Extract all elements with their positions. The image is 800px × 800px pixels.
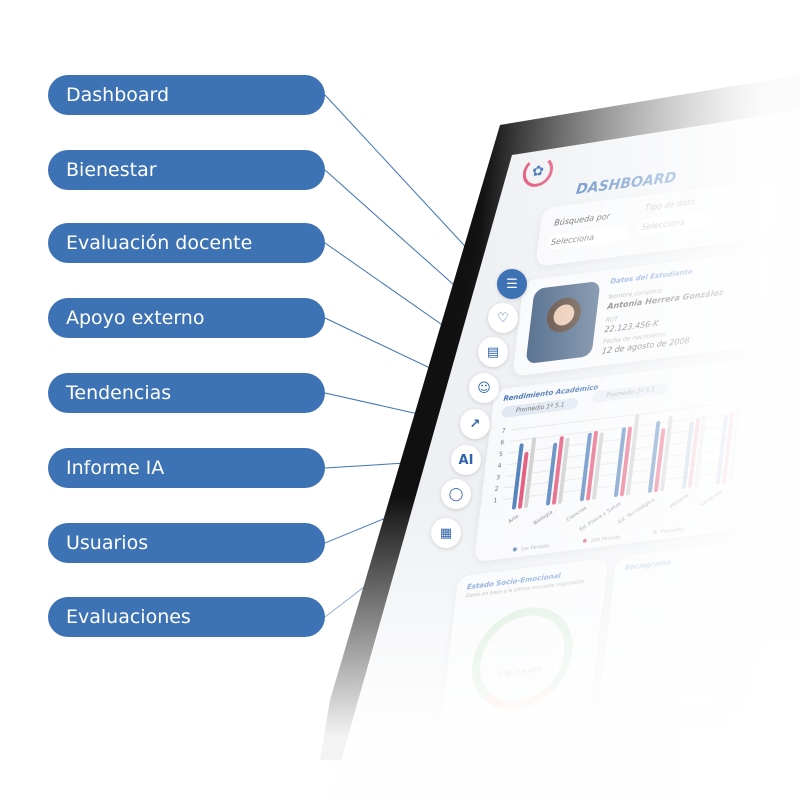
menu-item-usuarios[interactable]: Usuarios bbox=[48, 523, 325, 563]
menu-item-dashboard[interactable]: Dashboard bbox=[48, 75, 325, 115]
document-icon[interactable]: ▤ bbox=[478, 337, 508, 367]
x-tick-label: Arte bbox=[508, 514, 520, 525]
x-tick-label: Ciencias bbox=[566, 505, 588, 523]
x-tick-label: Historia bbox=[669, 493, 689, 510]
list-icon[interactable]: ☰ bbox=[497, 269, 527, 299]
sociogram-title: Sociograma bbox=[624, 558, 672, 572]
socio-gauge bbox=[466, 601, 579, 716]
x-tick-label: Biología bbox=[532, 509, 553, 527]
hands-heart-icon[interactable]: ♡ bbox=[488, 303, 518, 333]
legend-marker bbox=[512, 547, 517, 552]
y-tick-label: 3 bbox=[496, 474, 501, 481]
student-section-title: Datos del Estudiante bbox=[609, 267, 694, 286]
legend-label: 2do Período bbox=[590, 533, 620, 544]
data-type-select[interactable]: Selecciona bbox=[637, 210, 720, 236]
sociogram-card: Sociograma bbox=[596, 542, 737, 720]
x-tick-label: Ed. Tecnológica bbox=[617, 496, 655, 525]
y-tick-label: 2 bbox=[494, 486, 499, 493]
student-photo bbox=[525, 280, 601, 365]
evaluation-icon[interactable]: ▦ bbox=[431, 518, 461, 548]
search-by-select[interactable]: Selecciona bbox=[547, 225, 629, 251]
y-tick-label: 6 bbox=[500, 439, 505, 446]
performance-card: Rendimiento Académico Promedio 1º 5.1 Pr… bbox=[473, 356, 763, 563]
menu-item-tendencias[interactable]: Tendencias bbox=[48, 373, 325, 413]
y-tick-label: 5 bbox=[499, 451, 504, 458]
student-card: Datos del Estudiante Nombre completo Ant… bbox=[512, 249, 774, 377]
menu-item-bienestar[interactable]: Bienestar bbox=[48, 150, 325, 190]
user-icon[interactable]: ◯ bbox=[441, 479, 471, 509]
legend-label: Promedio bbox=[660, 527, 684, 536]
menu-item-informe-ia[interactable]: Informe IA bbox=[48, 448, 325, 488]
legend-label: 1er Período bbox=[520, 542, 549, 552]
socio-card: Estado Socio-Emocional Datos en base a l… bbox=[438, 557, 609, 739]
menu-item-evaluaciones[interactable]: Evaluaciones bbox=[48, 597, 325, 637]
legend-marker bbox=[652, 530, 657, 535]
filter-label: Tipo de dato bbox=[644, 197, 696, 213]
menu-item-apoyo-externo[interactable]: Apoyo externo bbox=[48, 298, 325, 338]
x-tick-label: Lenguaje bbox=[700, 489, 723, 508]
legend-marker bbox=[582, 538, 587, 543]
ai-icon[interactable]: AI bbox=[451, 445, 481, 475]
y-tick-label: 1 bbox=[493, 497, 498, 504]
trend-chart-icon[interactable]: ↗ bbox=[460, 409, 490, 439]
logo-icon: ✿ bbox=[521, 154, 555, 189]
y-tick-label: 4 bbox=[497, 462, 502, 469]
y-tick-label: 7 bbox=[501, 428, 506, 435]
person-support-icon[interactable]: ☺ bbox=[469, 373, 499, 403]
menu-item-evaluación-docente[interactable]: Evaluación docente bbox=[48, 223, 325, 263]
filter-label: Búsqueda por bbox=[553, 211, 611, 228]
